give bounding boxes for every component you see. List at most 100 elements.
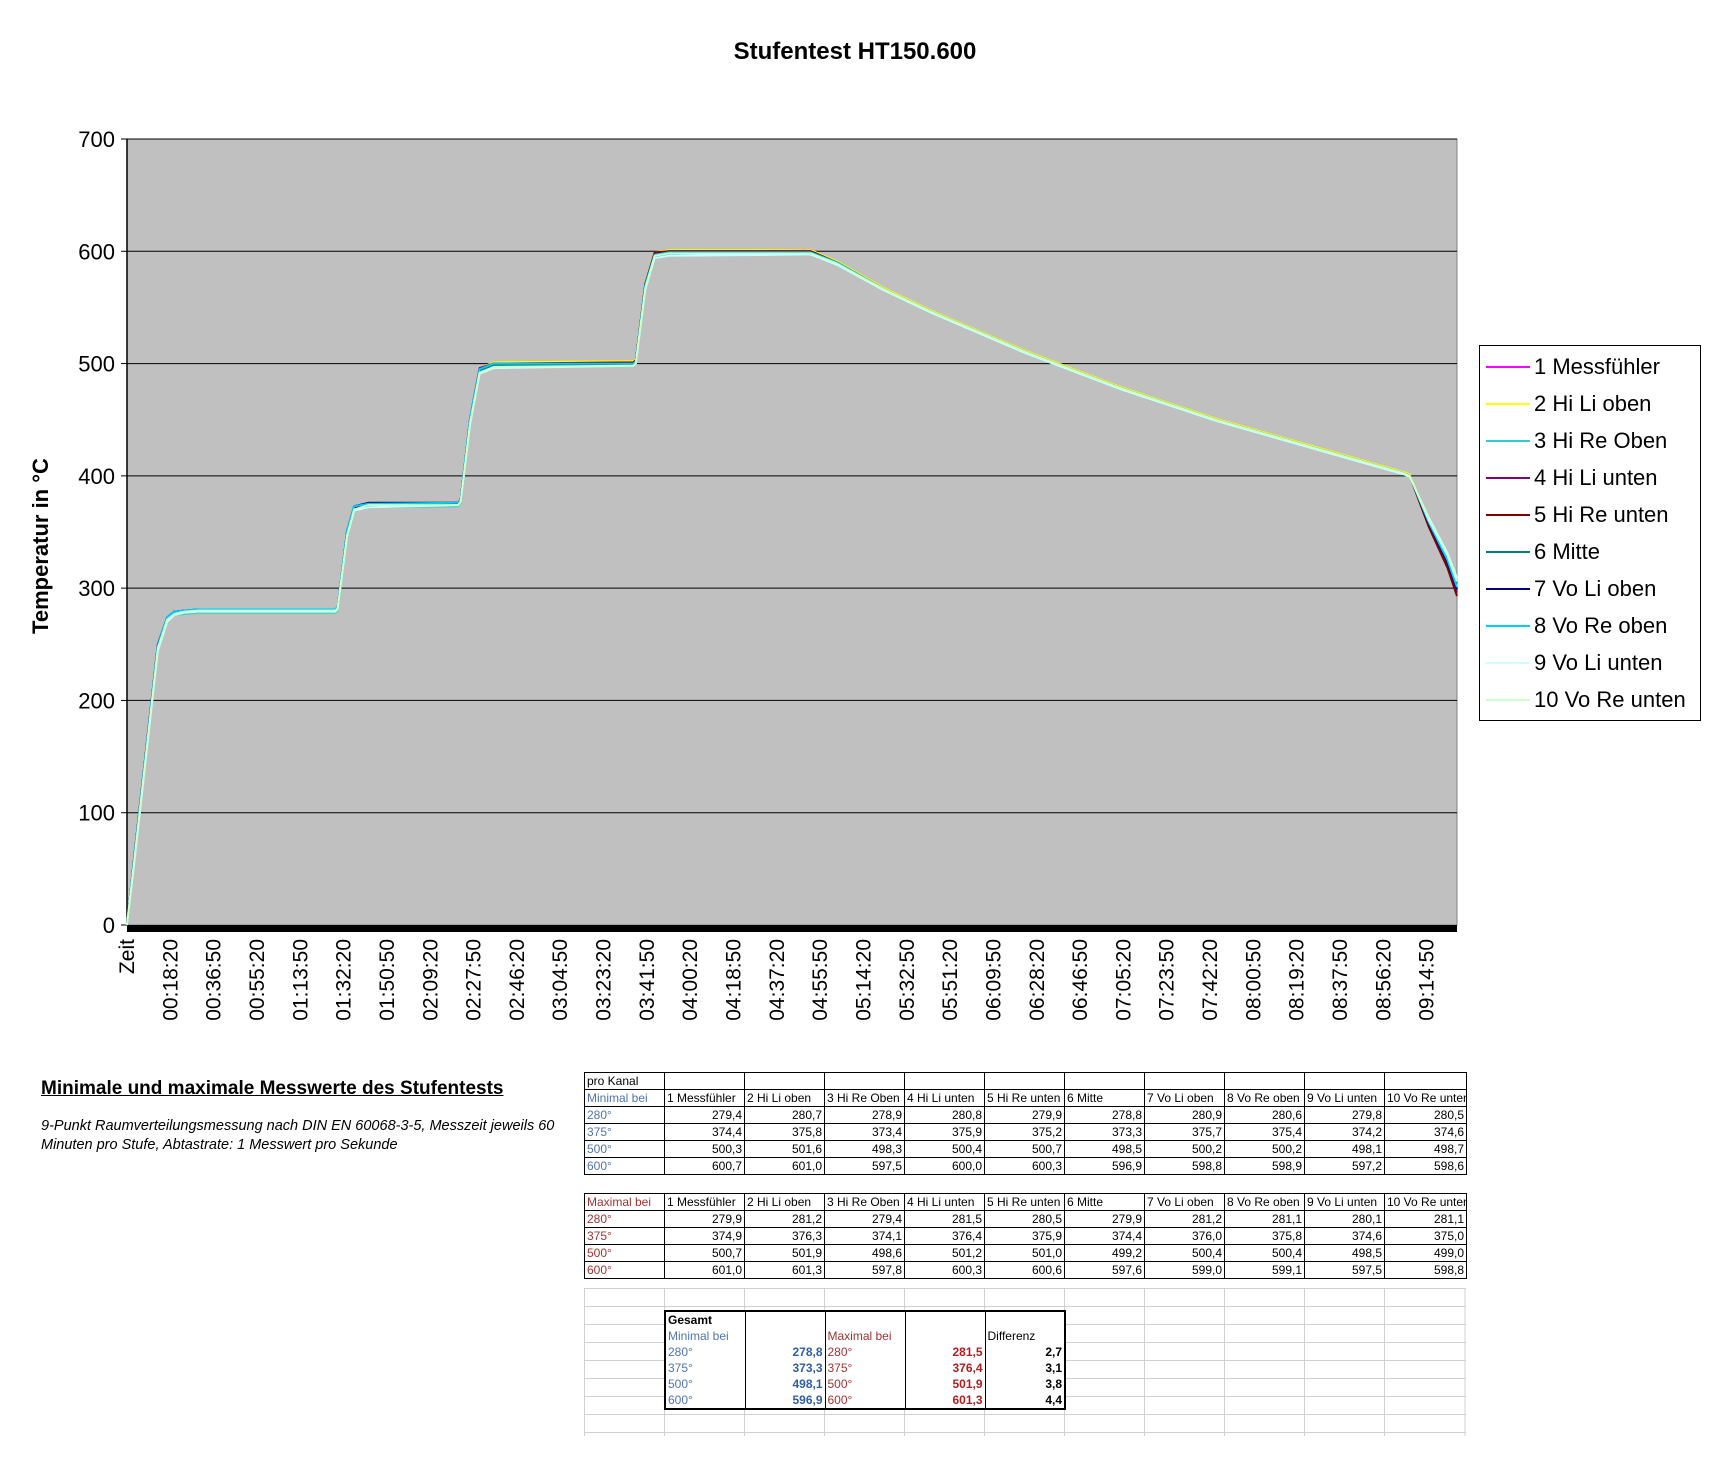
table-cell: 278,9 (824, 1106, 905, 1124)
table-cell: 280,6 (1224, 1106, 1305, 1124)
row-label: 600° (664, 1392, 745, 1409)
table-cell: 600,6 (984, 1261, 1065, 1279)
min-value: 373,3 (744, 1360, 825, 1376)
row-label: 375° (584, 1123, 665, 1141)
table-cell (984, 1311, 1065, 1328)
legend-swatch (1486, 440, 1530, 442)
table-cell: 278,8 (1064, 1106, 1145, 1124)
table-cell: 601,0 (664, 1261, 745, 1279)
x-tick-label: 07:05:20 (1112, 939, 1135, 1021)
line-chart: 0 100 200 300 400 500 600 700 Zeit 00:18:20 00:36:… (28, 127, 1458, 1021)
table-cell: 601,3 (744, 1261, 825, 1279)
table-row: 280° 279,9 281,2 279,4 281,5 280,5 279,9 281,2 2… (584, 1210, 1467, 1228)
legend-swatch (1486, 588, 1530, 590)
table-cell (824, 1072, 905, 1090)
row-label: 375° (584, 1227, 665, 1245)
table-cell: 598,8 (1144, 1157, 1225, 1175)
table-cell: 280,5 (984, 1210, 1065, 1228)
x-tick-label: 03:41:50 (636, 939, 659, 1021)
notes-heading: Minimale und maximale Messwerte des Stuf… (41, 1078, 504, 1099)
y-tick-label: 300 (78, 576, 115, 601)
table-cell: 598,9 (1224, 1157, 1305, 1175)
legend-item: 4 Hi Li unten (1480, 459, 1700, 496)
legend-item: 5 Hi Re unten (1480, 496, 1700, 533)
legend-item: 8 Vo Re oben (1480, 607, 1700, 644)
column-header: 2 Hi Li oben (744, 1089, 825, 1107)
table-row: 375° 374,9 376,3 374,1 376,4 375,9 374,4 376,0 3… (584, 1227, 1467, 1245)
table-cell: 600,0 (904, 1157, 985, 1175)
table-cell: 374,4 (1064, 1227, 1145, 1245)
x-tick-label: 02:46:20 (506, 939, 529, 1021)
legend-swatch (1486, 514, 1530, 516)
min-value: 278,8 (744, 1344, 825, 1360)
table-cell: 601,0 (744, 1157, 825, 1175)
column-header: 1 Messfühler (664, 1089, 745, 1107)
table-cell: 599,1 (1224, 1261, 1305, 1279)
x-tick-label: 09:14:50 (1416, 939, 1439, 1021)
legend-item: 3 Hi Re Oben (1480, 422, 1700, 459)
chart-legend: 1 Messfühler 2 Hi Li oben 3 Hi Re Oben 4 Hi… (1479, 345, 1701, 721)
table-cell: 499,2 (1064, 1244, 1145, 1262)
legend-label: 5 Hi Re unten (1534, 502, 1669, 527)
table-cell: 280,5 (1384, 1106, 1467, 1124)
min-values-table: pro Kanal Minimal bei 1 Messfühler 2 Hi Li … (584, 1072, 1467, 1175)
column-header: 10 Vo Re unten (1384, 1193, 1467, 1211)
table-cell: 500,4 (1144, 1244, 1225, 1262)
column-header: 6 Mitte (1064, 1193, 1145, 1211)
x-tick-label: 07:42:20 (1199, 939, 1222, 1021)
table-cell (904, 1311, 985, 1328)
table-cell: 597,5 (824, 1157, 905, 1175)
table-cell: 376,4 (904, 1227, 985, 1245)
legend-item: 1 Messfühler (1480, 348, 1700, 385)
table-cell: 376,0 (1144, 1227, 1225, 1245)
row-label: 375° (664, 1360, 745, 1376)
x-tick-label: 00:36:50 (203, 939, 226, 1021)
table-cell (984, 1072, 1065, 1090)
table-cell: 280,7 (744, 1106, 825, 1124)
table-header-row: Gesamt (664, 1311, 1065, 1328)
difference-value: 3,8 (984, 1376, 1065, 1392)
table-cell: 374,1 (824, 1227, 905, 1245)
x-tick-label: 00:18:20 (159, 939, 182, 1021)
table-cell: 498,1 (1304, 1140, 1385, 1158)
table-cell: 598,6 (1384, 1157, 1467, 1175)
table-cell: 374,9 (664, 1227, 745, 1245)
y-tick-label: 400 (78, 464, 115, 489)
y-tick-label: 0 (103, 913, 115, 938)
table-corner-label: pro Kanal (584, 1072, 665, 1090)
table-cell: 375,7 (1144, 1123, 1225, 1141)
legend-label: 1 Messfühler (1534, 354, 1660, 379)
column-header: 3 Hi Re Oben (824, 1089, 905, 1107)
table-cell: 279,4 (824, 1210, 905, 1228)
table-cell: 280,9 (1144, 1106, 1225, 1124)
difference-value: 3,1 (984, 1360, 1065, 1376)
legend-swatch (1486, 551, 1530, 553)
max-value: 501,9 (904, 1376, 985, 1392)
table-cell: 375,9 (904, 1123, 985, 1141)
x-tick-label: 08:19:20 (1286, 939, 1309, 1021)
x-tick-label: 01:32:20 (333, 939, 356, 1021)
table-cell: 375,9 (984, 1227, 1065, 1245)
min-value: 596,9 (744, 1392, 825, 1409)
row-label: 375° (824, 1360, 905, 1376)
table-row: 500° 500,3 501,6 498,3 500,4 500,7 498,5 500,2 5… (584, 1140, 1467, 1158)
x-tick-label: 06:46:50 (1069, 939, 1092, 1021)
table-cell: 281,1 (1224, 1210, 1305, 1228)
table-cell: 600,3 (904, 1261, 985, 1279)
table-cell: 500,3 (664, 1140, 745, 1158)
table-cell: 498,6 (824, 1244, 905, 1262)
x-tick-label: 01:50:50 (376, 939, 399, 1021)
table-cell: 597,8 (824, 1261, 905, 1279)
y-tick-label: 200 (78, 688, 115, 713)
table-cell: 375,2 (984, 1123, 1065, 1141)
table-header-row: Minimal bei Maximal bei Differenz (664, 1328, 1065, 1344)
table-header-row: pro Kanal (584, 1072, 1467, 1090)
table-cell: 281,2 (1144, 1210, 1225, 1228)
table-cell (1144, 1072, 1225, 1090)
x-tick-label: 01:13:50 (289, 939, 312, 1021)
legend-label: 2 Hi Li oben (1534, 391, 1652, 416)
table-cell: 501,0 (984, 1244, 1065, 1262)
y-tick-label: 600 (78, 239, 115, 264)
row-label: 600° (824, 1392, 905, 1409)
table-cell (664, 1072, 745, 1090)
